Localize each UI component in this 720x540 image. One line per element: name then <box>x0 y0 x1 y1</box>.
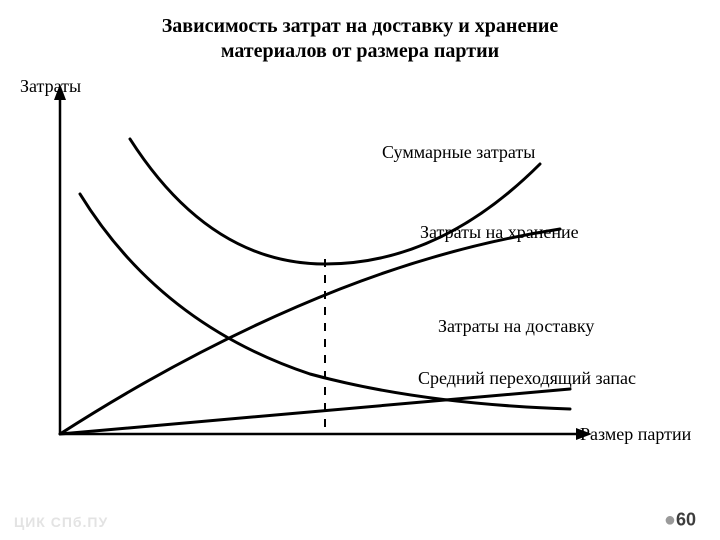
footer: ЦИК СПб.ПУ ●60 <box>0 506 720 532</box>
curve-avgstock <box>60 389 570 434</box>
page-number-text: 60 <box>676 509 696 529</box>
label-delivery: Затраты на доставку <box>438 316 594 337</box>
label-avg: Средний переходящий запас <box>418 368 636 389</box>
title-line-2: материалов от размера партии <box>221 40 499 62</box>
y-axis-label: Затраты <box>20 76 81 97</box>
label-total: Суммарные затраты <box>382 142 535 163</box>
footer-logo: ЦИК СПб.ПУ <box>14 514 108 530</box>
chart-area: Затраты Размер партии Суммарные затраты … <box>0 64 720 484</box>
chart-svg <box>0 64 720 484</box>
title-line-1: Зависимость затрат на доставку и хранени… <box>162 15 559 37</box>
page-number: ●60 <box>664 509 696 532</box>
chart-title: Зависимость затрат на доставку и хранени… <box>0 0 720 64</box>
label-storage: Затраты на хранение <box>420 222 579 243</box>
x-axis-label: Размер партии <box>580 424 691 445</box>
